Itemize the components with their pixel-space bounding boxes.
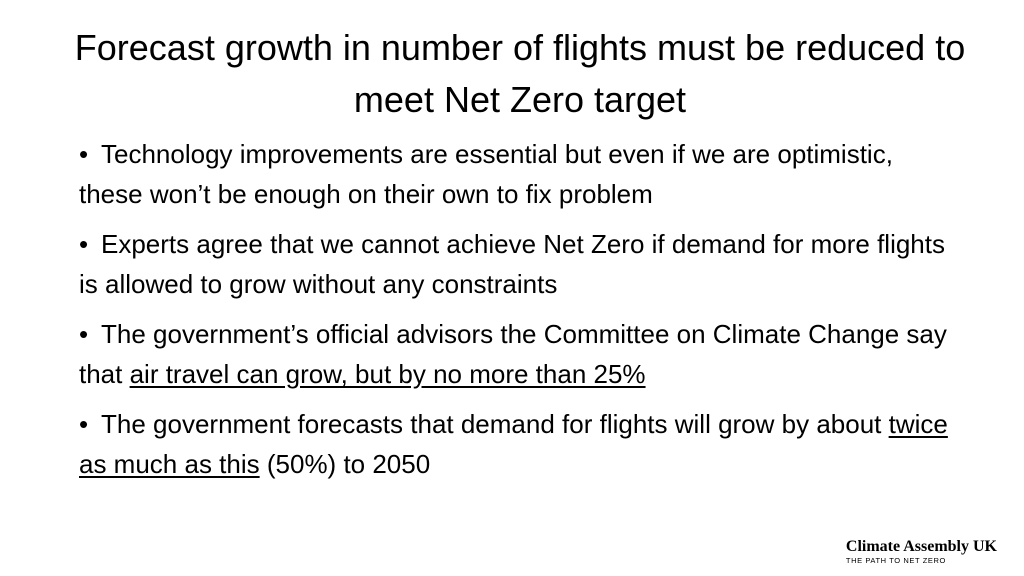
climate-assembly-logo: Climate Assembly UK THE PATH TO NET ZERO — [846, 538, 997, 566]
bullet-list: • Technology improvements are essential b… — [79, 134, 959, 494]
bullet-text: Experts agree that we cannot achieve Net… — [79, 229, 945, 299]
bullet-text: The government forecasts that demand for… — [101, 409, 889, 439]
logo-name: Climate Assembly UK — [845, 538, 997, 555]
bullet-underlined-text: air travel can grow, but by no more than… — [129, 359, 646, 389]
bullet-item-experts: • Experts agree that we cannot achieve Ne… — [79, 224, 959, 304]
slide-title: Forecast growth in number of flights mus… — [74, 27, 966, 120]
bullet-marker: • — [79, 139, 89, 169]
bullet-underlined-text: twice as much as this — [79, 409, 948, 479]
bullet-item-forecast: • The government forecasts that demand fo… — [79, 404, 959, 484]
bullet-marker: • — [79, 229, 89, 259]
bullet-item-technology: • Technology improvements are essential b… — [79, 134, 959, 214]
bullet-text: The government’s official advisors the C… — [79, 319, 947, 389]
bullet-marker: • — [79, 409, 89, 439]
bullet-text: Technology improvements are essential bu… — [79, 139, 893, 209]
bullet-text-after: (50%) to 2050 — [259, 449, 431, 479]
logo-tagline: THE PATH TO NET ZERO — [845, 556, 946, 565]
bullet-marker: • — [79, 319, 89, 349]
bullet-item-advisors: • The government’s official advisors the … — [79, 314, 959, 394]
